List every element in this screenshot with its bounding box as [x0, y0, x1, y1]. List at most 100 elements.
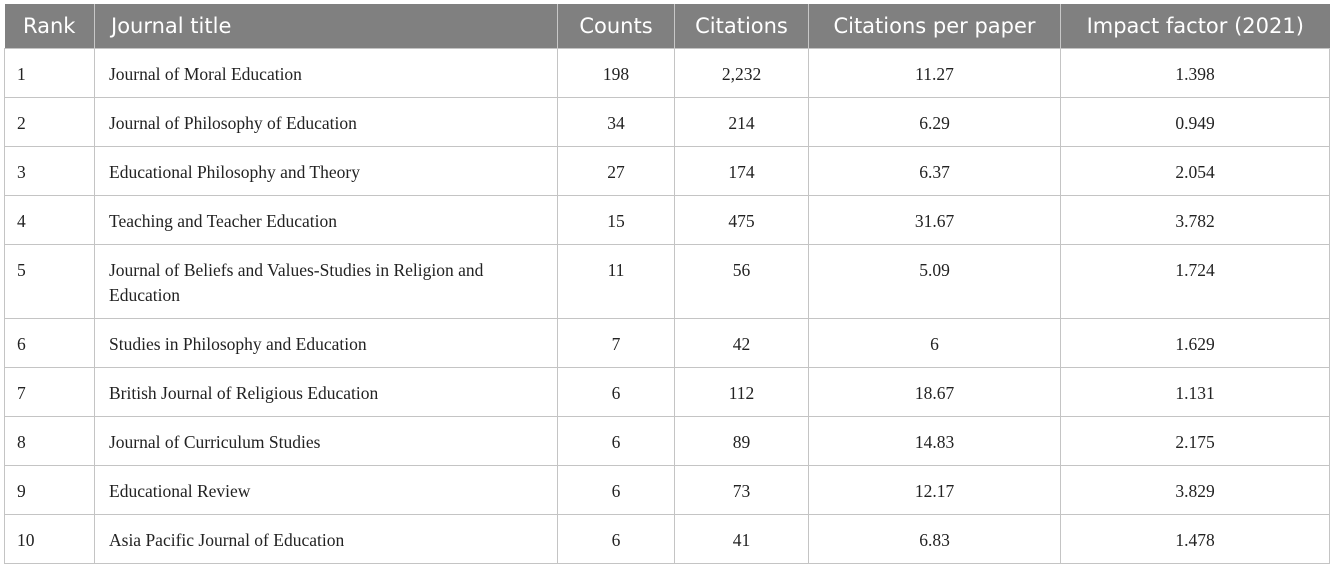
- cell-citations-per-paper: 6.29: [808, 97, 1061, 147]
- cell-citations-per-paper: 6.83: [808, 514, 1061, 564]
- table-row: 3 Educational Philosophy and Theory 27 174 6…: [4, 146, 1330, 196]
- cell-citations: 73: [674, 465, 809, 515]
- cell-citations-per-paper-text: 31.67: [914, 211, 955, 231]
- cell-citations: 56: [674, 244, 809, 319]
- header-journal-title: Journal title: [94, 4, 558, 49]
- cell-counts: 6: [557, 514, 675, 564]
- cell-journal-title-text: Journal of Beliefs and Values-Studies in…: [109, 260, 484, 305]
- cell-counts-text: 198: [602, 64, 630, 84]
- cell-citations-per-paper-text: 6.83: [919, 530, 950, 550]
- cell-rank-text: 6: [17, 334, 26, 354]
- cell-rank-text: 9: [17, 481, 26, 501]
- cell-citations-per-paper: 18.67: [808, 367, 1061, 417]
- cell-citations-text: 112: [728, 383, 755, 403]
- table-row: 2 Journal of Philosophy of Education 34 214…: [4, 97, 1330, 147]
- cell-rank: 8: [4, 416, 95, 466]
- header-citations-per-paper: Citations per paper: [808, 4, 1061, 49]
- cell-rank-text: 10: [17, 530, 35, 550]
- cell-journal-title-text: Teaching and Teacher Education: [109, 211, 338, 231]
- cell-rank: 4: [4, 195, 95, 245]
- table-row: 5 Journal of Beliefs and Values-Studies i…: [4, 244, 1330, 319]
- cell-citations-text: 42: [732, 334, 751, 354]
- cell-counts-text: 6: [611, 383, 621, 403]
- header-counts: Counts: [557, 4, 675, 49]
- cell-rank: 6: [4, 318, 95, 368]
- table-body: 1 Journal of Moral Education 198 2,232 11.27…: [4, 48, 1330, 564]
- cell-impact-factor: 1.131: [1060, 367, 1330, 417]
- cell-counts-text: 6: [611, 530, 621, 550]
- cell-citations-text: 41: [732, 530, 751, 550]
- table-row: 4 Teaching and Teacher Education 15 475 31.6…: [4, 195, 1330, 245]
- cell-rank: 3: [4, 146, 95, 196]
- cell-counts-text: 34: [607, 113, 625, 133]
- cell-journal-title: Asia Pacific Journal of Education: [94, 514, 558, 564]
- cell-impact-factor-text: 2.175: [1175, 432, 1215, 452]
- cell-journal-title-text: Journal of Curriculum Studies: [109, 432, 321, 452]
- cell-rank-text: 8: [17, 432, 26, 452]
- cell-citations-text: 174: [728, 162, 755, 182]
- cell-citations-per-paper: 6: [808, 318, 1061, 368]
- cell-citations: 2,232: [674, 48, 809, 98]
- cell-journal-title-text: British Journal of Religious Education: [109, 383, 379, 403]
- cell-citations-per-paper: 31.67: [808, 195, 1061, 245]
- cell-journal-title: Studies in Philosophy and Education: [94, 318, 558, 368]
- table-row: 1 Journal of Moral Education 198 2,232 11.27…: [4, 48, 1330, 98]
- cell-citations: 475: [674, 195, 809, 245]
- cell-impact-factor: 2.054: [1060, 146, 1330, 196]
- cell-journal-title: Teaching and Teacher Education: [94, 195, 558, 245]
- cell-citations-per-paper: 6.37: [808, 146, 1061, 196]
- cell-journal-title-text: Asia Pacific Journal of Education: [109, 530, 345, 550]
- cell-journal-title-text: Journal of Philosophy of Education: [109, 113, 357, 133]
- cell-impact-factor: 1.724: [1060, 244, 1330, 319]
- cell-impact-factor: 3.829: [1060, 465, 1330, 515]
- cell-counts: 7: [557, 318, 675, 368]
- cell-impact-factor-text: 1.629: [1175, 334, 1215, 354]
- cell-counts: 6: [557, 367, 675, 417]
- cell-impact-factor: 3.782: [1060, 195, 1330, 245]
- cell-citations: 41: [674, 514, 809, 564]
- table-row: 10 Asia Pacific Journal of Education 6 41 6.…: [4, 514, 1330, 564]
- cell-counts: 15: [557, 195, 675, 245]
- cell-counts-text: 11: [607, 260, 625, 280]
- cell-journal-title-text: Educational Review: [109, 481, 251, 501]
- cell-rank: 2: [4, 97, 95, 147]
- cell-journal-title: Journal of Moral Education: [94, 48, 558, 98]
- cell-rank-text: 5: [17, 260, 26, 280]
- cell-counts: 6: [557, 416, 675, 466]
- cell-citations: 89: [674, 416, 809, 466]
- journal-ranking-table: Rank Journal title Counts Citations Cita…: [4, 4, 1330, 564]
- cell-citations-text: 214: [728, 113, 755, 133]
- header-citations: Citations: [674, 4, 809, 49]
- cell-counts: 27: [557, 146, 675, 196]
- cell-citations-per-paper-text: 11.27: [915, 64, 954, 84]
- cell-impact-factor: 2.175: [1060, 416, 1330, 466]
- cell-citations-text: 89: [732, 432, 751, 452]
- cell-impact-factor-text: 3.829: [1175, 481, 1215, 501]
- cell-impact-factor: 1.629: [1060, 318, 1330, 368]
- cell-counts: 34: [557, 97, 675, 147]
- cell-journal-title: Educational Review: [94, 465, 558, 515]
- cell-impact-factor-text: 3.782: [1175, 211, 1215, 231]
- cell-citations-text: 56: [732, 260, 751, 280]
- cell-impact-factor-text: 1.724: [1175, 260, 1215, 280]
- cell-citations-per-paper-text: 6.37: [919, 162, 950, 182]
- cell-citations-per-paper: 5.09: [808, 244, 1061, 319]
- cell-counts-text: 15: [607, 211, 625, 231]
- cell-citations-per-paper-text: 18.67: [914, 383, 955, 403]
- cell-citations: 112: [674, 367, 809, 417]
- cell-counts-text: 7: [611, 334, 621, 354]
- cell-citations: 214: [674, 97, 809, 147]
- cell-citations-per-paper: 14.83: [808, 416, 1061, 466]
- cell-journal-title-text: Educational Philosophy and Theory: [109, 162, 360, 182]
- cell-impact-factor: 1.398: [1060, 48, 1330, 98]
- cell-impact-factor-text: 2.054: [1175, 162, 1215, 182]
- cell-citations-per-paper-text: 12.17: [914, 481, 955, 501]
- cell-journal-title-text: Journal of Moral Education: [109, 64, 302, 84]
- cell-journal-title: British Journal of Religious Education: [94, 367, 558, 417]
- cell-citations-per-paper: 12.17: [808, 465, 1061, 515]
- cell-counts-text: 6: [611, 432, 621, 452]
- cell-journal-title-text: Studies in Philosophy and Education: [109, 334, 367, 354]
- cell-citations-per-paper: 11.27: [808, 48, 1061, 98]
- cell-impact-factor: 0.949: [1060, 97, 1330, 147]
- header-rank: Rank: [4, 4, 95, 49]
